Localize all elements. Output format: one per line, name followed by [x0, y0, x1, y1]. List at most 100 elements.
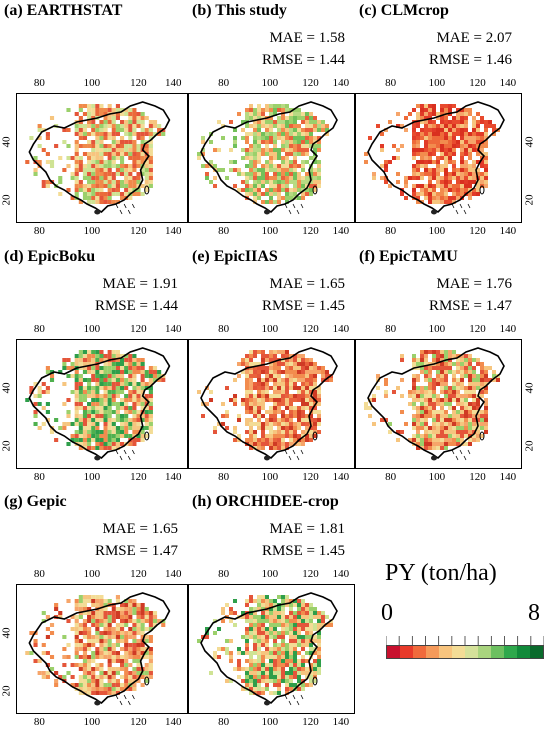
yield-cell: [124, 378, 129, 382]
yield-cell: [245, 683, 249, 687]
yield-cell: [265, 442, 269, 446]
yield-cell: [91, 615, 96, 619]
yield-cell: [313, 627, 317, 631]
legend-title: PY (ton/ha): [385, 560, 497, 586]
yield-cell: [249, 438, 253, 442]
yield-cell: [476, 438, 480, 442]
yield-cell: [201, 164, 205, 168]
yield-cell: [157, 619, 162, 623]
yield-cell: [305, 176, 309, 180]
yield-cell: [37, 160, 42, 164]
yield-cell: [91, 148, 96, 152]
yield-cell: [440, 406, 444, 410]
x-tick-label: 80: [33, 323, 45, 335]
yield-cell: [301, 196, 305, 200]
yield-cell: [305, 160, 309, 164]
yield-cell: [388, 184, 392, 188]
yield-cell: [285, 627, 289, 631]
yield-cell: [249, 108, 253, 112]
yield-cell: [468, 172, 472, 176]
island-hainan: [264, 209, 270, 215]
yield-cell: [452, 172, 456, 176]
yield-cell: [78, 627, 83, 631]
yield-cell: [148, 366, 153, 370]
yield-cell: [472, 414, 476, 418]
yield-cell: [273, 112, 277, 116]
yield-cell: [82, 362, 88, 366]
yield-cell: [245, 354, 249, 358]
yield-cell: [70, 176, 75, 180]
yield-cell: [115, 414, 120, 418]
map-panel-h: [188, 584, 355, 714]
yield-cell: [74, 663, 79, 667]
yield-cell: [440, 410, 444, 414]
yield-cell: [128, 124, 133, 128]
yield-cell: [468, 366, 472, 370]
south-sea-dash: [288, 209, 292, 215]
yield-cell: [124, 675, 129, 679]
yield-cell: [480, 422, 484, 426]
yield-cell: [148, 180, 153, 184]
yield-cell: [107, 683, 112, 687]
yield-cell: [464, 132, 468, 136]
yield-cell: [95, 176, 100, 180]
yield-cell: [265, 595, 269, 599]
yield-cell: [456, 430, 460, 434]
yield-cell: [432, 438, 436, 442]
yield-cell: [289, 378, 293, 382]
yield-cell: [87, 611, 92, 615]
yield-cell: [107, 667, 112, 671]
yield-cell: [281, 156, 285, 160]
panel-title-d: (d) EpicBoku: [4, 248, 96, 265]
yield-cell: [103, 196, 108, 200]
yield-cell: [233, 168, 237, 172]
yield-cell: [45, 132, 50, 136]
yield-cell: [309, 406, 313, 410]
yield-cell: [297, 603, 301, 607]
yield-cell: [124, 426, 129, 430]
yield-cell: [99, 675, 104, 679]
yield-cell: [480, 120, 484, 124]
south-sea-dash: [284, 694, 288, 700]
yield-cell: [269, 631, 273, 635]
yield-cell: [124, 631, 129, 635]
yield-cell: [412, 394, 416, 398]
yield-cell: [412, 176, 416, 180]
yield-cell: [444, 362, 448, 366]
yield-cell: [273, 643, 277, 647]
yield-cell: [301, 358, 305, 362]
yield-cell: [237, 675, 241, 679]
yield-cell: [297, 639, 301, 643]
yield-cell: [420, 112, 424, 116]
yield-cell: [253, 172, 257, 176]
yield-cell: [257, 374, 261, 378]
yield-cell: [285, 196, 289, 200]
yield-cell: [136, 112, 141, 116]
yield-cell: [420, 156, 424, 160]
yield-cell: [428, 200, 432, 204]
yield-cell: [273, 607, 277, 611]
yield-cell: [265, 615, 269, 619]
yield-cell: [91, 200, 96, 204]
yield-cell: [99, 647, 104, 651]
yield-cell: [384, 164, 388, 168]
yield-cell: [277, 188, 281, 192]
yield-cell: [45, 615, 50, 619]
rmse-value: RMSE = 1.46: [428, 52, 512, 68]
yield-cell: [87, 599, 92, 603]
yield-cell: [103, 200, 108, 204]
yield-cell: [297, 132, 301, 136]
yield-cell: [91, 623, 96, 627]
south-sea-dash: [119, 700, 123, 706]
yield-cell: [285, 655, 289, 659]
yield-cell: [285, 374, 289, 378]
yield-cell: [91, 426, 96, 430]
yield-cell: [444, 124, 448, 128]
yield-cell: [87, 438, 92, 442]
yield-cell: [245, 599, 249, 603]
yield-cell: [111, 607, 116, 611]
yield-cell: [132, 611, 137, 615]
yield-cell: [253, 180, 257, 184]
yield-cell: [436, 192, 440, 196]
yield-cell: [119, 136, 125, 140]
